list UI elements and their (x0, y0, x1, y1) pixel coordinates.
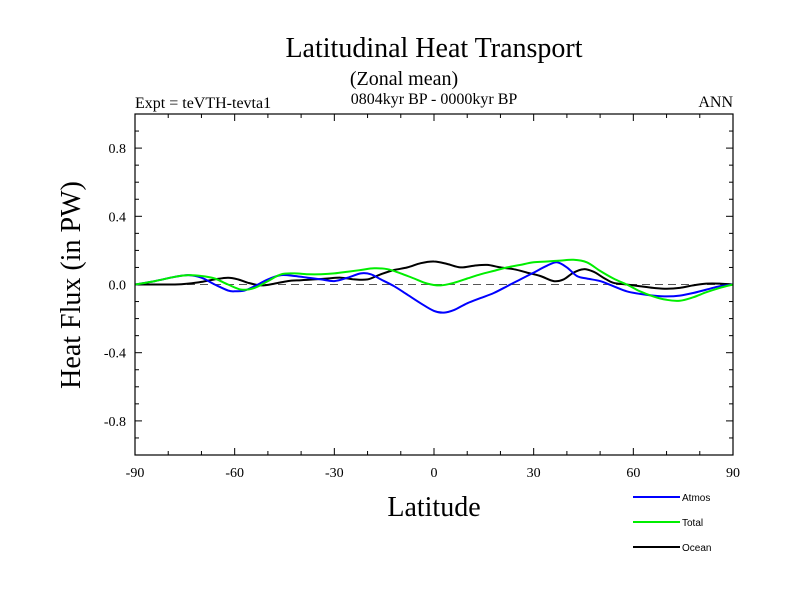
season-label: ANN (698, 94, 733, 111)
x-tick-label: -30 (325, 466, 344, 481)
legend: Atmos Total Ocean (633, 493, 711, 554)
plot-frame (134, 113, 734, 456)
x-tick-label: 60 (626, 466, 640, 481)
y-tick-label: -0.8 (104, 415, 126, 430)
x-tick-label: 0 (431, 466, 438, 481)
x-tick-label: 30 (527, 466, 541, 481)
y-tick-label: 0.4 (109, 210, 127, 225)
series-line-ocean (135, 260, 734, 290)
y-tick-label: 0.8 (109, 142, 127, 157)
legend-label-total: Total (682, 518, 703, 529)
x-tick-label: 90 (726, 466, 740, 481)
chart-title: Latitudinal Heat Transport (285, 33, 582, 64)
x-tick-label: -90 (126, 466, 145, 481)
experiment-label: Expt = teVTH-tevta1 (135, 95, 271, 112)
y-tick-label: 0.0 (109, 279, 127, 294)
legend-label-atmos: Atmos (682, 493, 710, 504)
legend-label-ocean: Ocean (682, 543, 711, 554)
period-label: 0804kyr BP - 0000kyr BP (351, 91, 518, 108)
x-tick-label: -60 (225, 466, 244, 481)
chart-subtitle: (Zonal mean) (350, 68, 458, 90)
series-line-total (134, 258, 734, 302)
x-axis-label: Latitude (387, 492, 480, 523)
y-axis-label: Heat Flux (in PW) (56, 181, 87, 389)
y-tick-label: -0.4 (104, 347, 126, 362)
